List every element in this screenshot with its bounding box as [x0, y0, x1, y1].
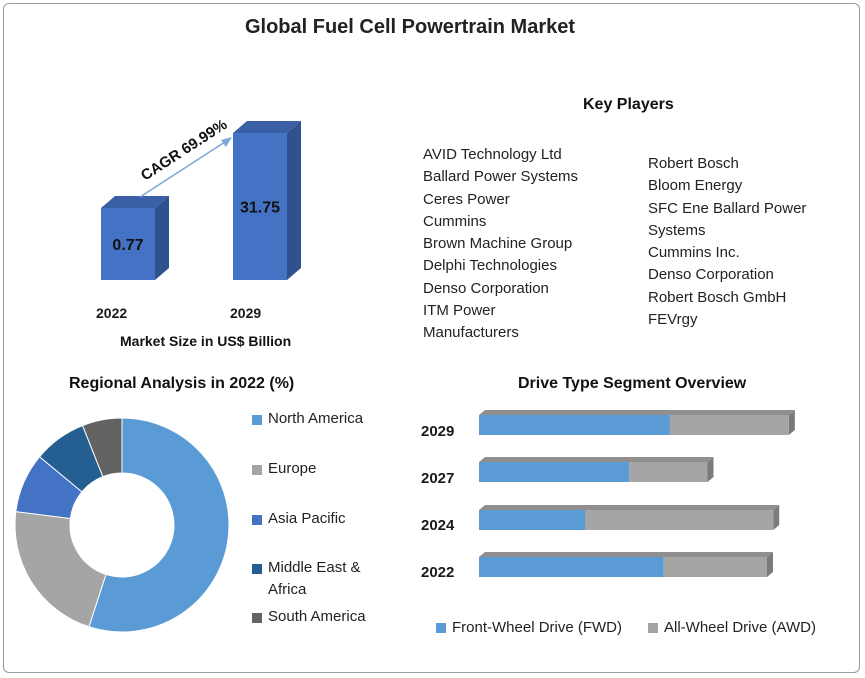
key-player: Ballard Power Systems: [423, 168, 579, 186]
legend-swatch: [436, 622, 446, 633]
market-bar-value-label: 31.75: [240, 200, 280, 217]
legend-swatch: [252, 515, 262, 525]
drive-bar-awd: [629, 462, 708, 482]
legend-label: North America: [268, 410, 364, 427]
key-player: Denso Corporation: [648, 266, 774, 284]
legend-label: Middle East & Africa: [268, 559, 361, 598]
cagr-arrow-line: [139, 139, 229, 198]
drive-bar-awd: [669, 415, 789, 435]
key-players-column-2: Robert Bosch Bloom Energy SFC Ene Ballar…: [648, 153, 806, 331]
market-bar-value-label: 0.77: [112, 237, 143, 254]
drive-y-tick-2029: 2029: [421, 423, 455, 440]
drive-bar-top: [479, 505, 780, 510]
key-player: Robert Bosch GmbH: [648, 288, 787, 306]
drive-y-tick-2027: 2027: [421, 470, 455, 487]
key-player: SFC Ene Ballard Power: [648, 199, 807, 217]
key-player: AVID Technology Ltd: [423, 146, 562, 163]
drive-legend-awd: All-Wheel Drive (AWD): [648, 619, 816, 636]
market-bar-side: [155, 196, 169, 280]
regional-analysis-title: Regional Analysis in 2022 (%): [69, 375, 295, 392]
legend-item-europe: Europe: [252, 460, 316, 477]
legend-swatch: [648, 622, 658, 633]
market-bar-top: [233, 121, 301, 133]
donut-slice-north-america: [88, 417, 230, 633]
donut-slice-south-america: [81, 417, 123, 478]
key-player: Delphi Technologies: [423, 257, 557, 275]
cagr-arrow-head: [221, 137, 232, 147]
drive-bar-fwd: [479, 510, 586, 530]
drive-y-tick-2022: 2022: [421, 564, 455, 581]
cagr-label: CAGR 69.99%: [138, 116, 230, 184]
drive-bar-awd: [663, 557, 767, 577]
page-title: Global Fuel Cell Powertrain Market: [244, 16, 576, 38]
key-player: Cummins Inc.: [648, 244, 740, 262]
legend-swatch: [252, 613, 262, 623]
infographic-frame: [3, 3, 860, 673]
legend-label: Front-Wheel Drive (FWD): [452, 619, 623, 636]
drive-bar-fwd: [479, 415, 670, 435]
key-players-title: Key Players: [583, 96, 674, 113]
drive-bar-top: [479, 552, 773, 557]
market-x-tick-2029: 2029: [230, 305, 262, 321]
key-player: Bloom Energy: [648, 177, 743, 195]
market-bar: [233, 133, 287, 280]
key-player: Cummins: [423, 212, 487, 230]
drive-type-title: Drive Type Segment Overview: [518, 375, 747, 392]
legend-item-asia-pacific: Asia Pacific: [252, 510, 346, 527]
legend-item-north-america: North America: [252, 410, 363, 427]
key-player: Manufacturers: [423, 324, 519, 342]
legend-item-south-america: South America: [252, 608, 366, 625]
key-player: FEVrgy: [648, 311, 698, 329]
drive-bar-fwd: [479, 462, 630, 482]
legend-item-middle-east-africa: Middle East & Africa: [252, 559, 361, 601]
market-bar-top: [101, 196, 169, 208]
drive-bar-side: [773, 505, 780, 530]
key-player: ITM Power: [423, 302, 496, 320]
drive-bar-side: [766, 552, 773, 577]
legend-swatch: [252, 564, 262, 574]
key-player: Ceres Power: [423, 190, 510, 208]
donut-slice-europe: [14, 511, 107, 628]
legend-swatch: [252, 465, 262, 475]
market-x-axis-label: Market Size in US$ Billion: [120, 333, 292, 349]
legend-label: South America: [268, 608, 366, 625]
drive-bar-fwd: [479, 557, 664, 577]
market-bar: [101, 208, 155, 280]
market-x-tick-2022: 2022: [96, 305, 128, 321]
drive-bar-side: [788, 410, 795, 435]
legend-label: Europe: [268, 460, 317, 477]
market-bar-side: [287, 121, 301, 280]
legend-swatch: [252, 415, 262, 425]
key-players-column-1: AVID Technology Ltd Ballard Power System…: [423, 144, 578, 345]
key-player: Systems: [648, 221, 706, 239]
drive-bar-top: [479, 457, 714, 462]
drive-bar-side: [707, 457, 714, 482]
drive-bar-awd: [585, 510, 774, 530]
drive-y-tick-2024: 2024: [421, 517, 455, 534]
legend-label: Asia Pacific: [268, 510, 346, 527]
key-player: Denso Corporation: [423, 279, 549, 297]
key-player: Brown Machine Group: [423, 235, 573, 253]
key-player: Robert Bosch: [648, 155, 739, 172]
legend-label: All-Wheel Drive (AWD): [664, 619, 816, 636]
drive-legend-fwd: Front-Wheel Drive (FWD): [436, 619, 622, 636]
drive-bar-top: [479, 410, 795, 415]
